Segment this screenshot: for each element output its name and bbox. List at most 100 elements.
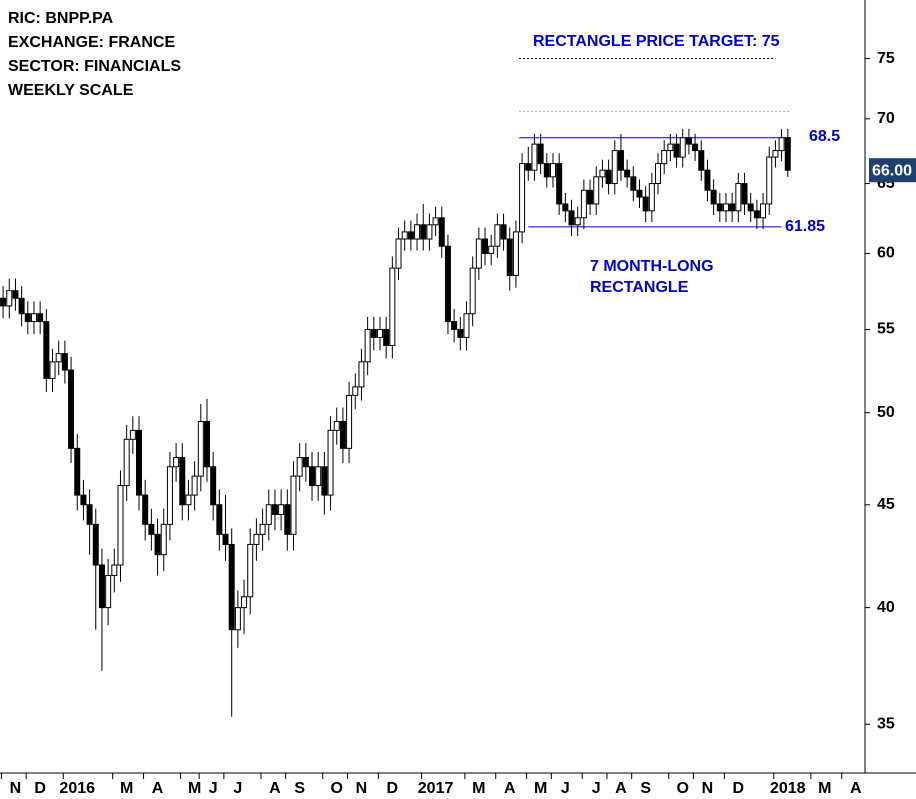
- candle-body: [469, 267, 476, 315]
- candle-body: [6, 290, 13, 307]
- candle-body: [327, 429, 334, 496]
- x-tick-label: J: [561, 780, 570, 797]
- x-tick-label: A: [269, 780, 281, 797]
- candle-body: [463, 313, 470, 338]
- candle-body: [37, 313, 44, 323]
- candle-body: [512, 231, 519, 277]
- candle-body: [43, 321, 50, 379]
- last-price-box: [869, 158, 916, 183]
- candle-body: [488, 245, 495, 254]
- candle-body: [599, 169, 606, 178]
- candle-body: [86, 504, 93, 525]
- candle-body: [395, 238, 402, 269]
- info-line: EXCHANGE: FRANCE: [8, 34, 175, 51]
- candle-body: [284, 504, 291, 535]
- candle-body: [617, 150, 624, 171]
- candle-body: [321, 466, 328, 496]
- candle-body: [136, 429, 143, 496]
- candle-body: [729, 203, 736, 212]
- x-tick-label: A: [850, 780, 862, 797]
- info-line: SECTOR: FINANCIALS: [8, 58, 181, 75]
- candle-body: [587, 189, 594, 205]
- candle-body: [710, 189, 717, 205]
- candle-body: [630, 176, 637, 191]
- candle-body: [191, 475, 198, 496]
- candle-body: [98, 564, 105, 609]
- candle-body: [216, 504, 223, 535]
- candle-body: [179, 457, 186, 506]
- y-tick-label: 35: [877, 715, 895, 732]
- candle-body: [784, 137, 791, 171]
- candle-body: [247, 543, 254, 598]
- candle-body: [259, 523, 266, 535]
- resistance-label: 68.5: [809, 128, 840, 145]
- x-tick-label: D: [733, 780, 745, 797]
- candle-body: [376, 328, 383, 338]
- candle-body: [302, 457, 309, 468]
- candle-body: [160, 523, 167, 556]
- candle-body: [673, 143, 680, 158]
- candle-body: [173, 457, 180, 468]
- candle-body: [401, 231, 408, 240]
- candle-body: [772, 150, 779, 158]
- candle-body: [210, 466, 217, 506]
- candle-body: [222, 533, 229, 545]
- candle-body: [648, 183, 655, 212]
- candle-body: [420, 224, 427, 240]
- candle-body: [309, 466, 316, 487]
- candle-body: [506, 238, 513, 277]
- x-tick-label: J: [592, 780, 601, 797]
- x-tick-label: S: [640, 780, 651, 797]
- annotation: RECTANGLE PRICE TARGET: 75: [533, 33, 780, 50]
- candle-body: [364, 328, 371, 363]
- candle-body: [24, 313, 31, 323]
- y-tick-label: 45: [877, 496, 895, 513]
- x-tick-label: M: [818, 780, 831, 797]
- candle-body: [760, 203, 767, 219]
- y-tick-label: 70: [877, 110, 895, 127]
- x-tick-label: J: [209, 780, 218, 797]
- candle-body: [716, 203, 723, 212]
- x-tick-label: A: [615, 780, 627, 797]
- candle-body: [154, 533, 161, 556]
- candle-body: [80, 494, 87, 506]
- candle-body: [624, 169, 631, 178]
- candle-body: [426, 224, 433, 240]
- annotation: 7 MONTH-LONG: [590, 258, 714, 275]
- x-tick-label: O: [677, 780, 689, 797]
- candle-body: [241, 596, 248, 609]
- candle-body: [123, 438, 130, 487]
- y-tick-label: 40: [877, 599, 895, 616]
- candle-body: [549, 163, 556, 178]
- candle-body: [166, 466, 173, 525]
- candle-body: [531, 143, 538, 171]
- x-tick-label: 2016: [59, 780, 95, 797]
- candle-body: [414, 224, 421, 240]
- candle-body: [370, 328, 377, 338]
- candle-body: [352, 386, 359, 396]
- x-tick-label: N: [10, 780, 22, 797]
- candle-body: [605, 169, 612, 185]
- support-label: 61.85: [785, 218, 825, 235]
- candle-body: [722, 203, 729, 212]
- x-tick-label: M: [534, 780, 547, 797]
- candle-body: [185, 494, 192, 506]
- candle-body: [444, 245, 451, 323]
- candle-body: [148, 523, 155, 535]
- y-tick-label: 55: [877, 321, 895, 338]
- candle-body: [228, 543, 235, 631]
- info-line: RIC: BNPP.PA: [8, 10, 114, 27]
- candle-body: [111, 564, 118, 576]
- candle-body: [593, 176, 600, 205]
- candle-body: [339, 420, 346, 449]
- candle-body: [265, 504, 272, 525]
- candle-body: [407, 231, 414, 240]
- candle-body: [642, 196, 649, 212]
- candle-body: [30, 313, 37, 323]
- candle-body: [482, 238, 489, 254]
- candle-body: [500, 224, 507, 240]
- candle-body: [253, 533, 260, 545]
- candle-body: [636, 189, 643, 198]
- candle-body: [543, 163, 550, 178]
